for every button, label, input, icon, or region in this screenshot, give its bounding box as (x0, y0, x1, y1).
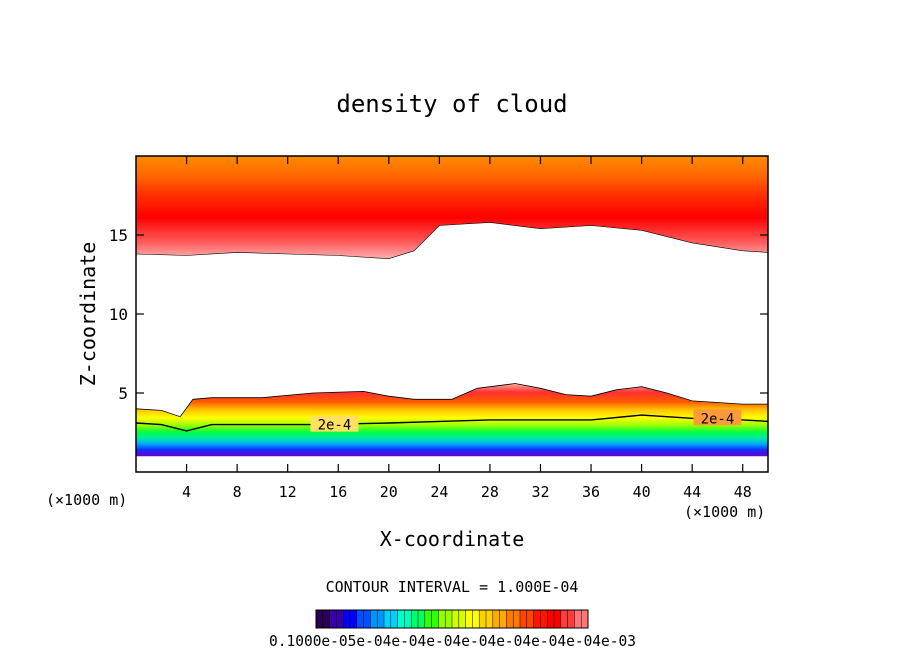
y-tick-label: 15 (109, 226, 128, 245)
lower-cloud-layer (136, 383, 768, 457)
x-tick-label: 36 (582, 483, 600, 501)
x-axis-ticks: 4 8 12 16 20 24 28 32 36 40 44 48 (182, 156, 752, 501)
colorbar-swatch (329, 610, 344, 628)
x-tick-label: 28 (481, 483, 499, 501)
colorbar-frame (315, 609, 589, 629)
x-tick-label: 4 (182, 483, 191, 501)
x-tick-label: 20 (380, 483, 398, 501)
y-tick-label: 10 (109, 305, 128, 324)
x-unit-label-left: (×1000 m) (46, 491, 127, 509)
contour-label-bg (310, 415, 359, 432)
x-unit-label-right: (×1000 m) (684, 503, 765, 521)
colorbar-labels: 0.1000e-05e-04e-04e-04e-04e-04e-04e-04e-… (269, 632, 636, 650)
lower-cloud-top-contour (136, 383, 768, 418)
upper-cloud-base-contour (136, 222, 768, 260)
chart-title: density of cloud (336, 90, 567, 118)
contour-label-bg (693, 409, 742, 426)
plot-fill (136, 156, 768, 457)
x-tick-label: 44 (683, 483, 701, 501)
colorbar (315, 610, 589, 628)
contour-interval-text: CONTOUR INTERVAL = 1.000E-04 (326, 578, 579, 596)
x-tick-label: 16 (329, 483, 347, 501)
x-tick-label: 12 (279, 483, 297, 501)
colorbar-swatch (397, 610, 412, 628)
contour-labels: 2e-4 2e-4 (310, 409, 742, 434)
x-axis-label: X-coordinate (380, 527, 525, 551)
upper-cloud-layer (136, 156, 768, 259)
x-tick-label: 32 (531, 483, 549, 501)
contour-label: 2e-4 (318, 418, 352, 434)
x-tick-label: 48 (734, 483, 752, 501)
contour-label: 2e-4 (701, 411, 735, 427)
y-axis-ticks: 5 10 15 (109, 226, 768, 403)
x-tick-label: 24 (430, 483, 448, 501)
x-tick-label: 8 (233, 483, 242, 501)
colorbar-swatch (465, 610, 480, 628)
x-tick-label: 40 (633, 483, 651, 501)
y-axis-label: Z-coordinate (76, 242, 100, 387)
contour-line-2e-4 (136, 414, 768, 432)
y-tick-label: 5 (118, 384, 128, 403)
